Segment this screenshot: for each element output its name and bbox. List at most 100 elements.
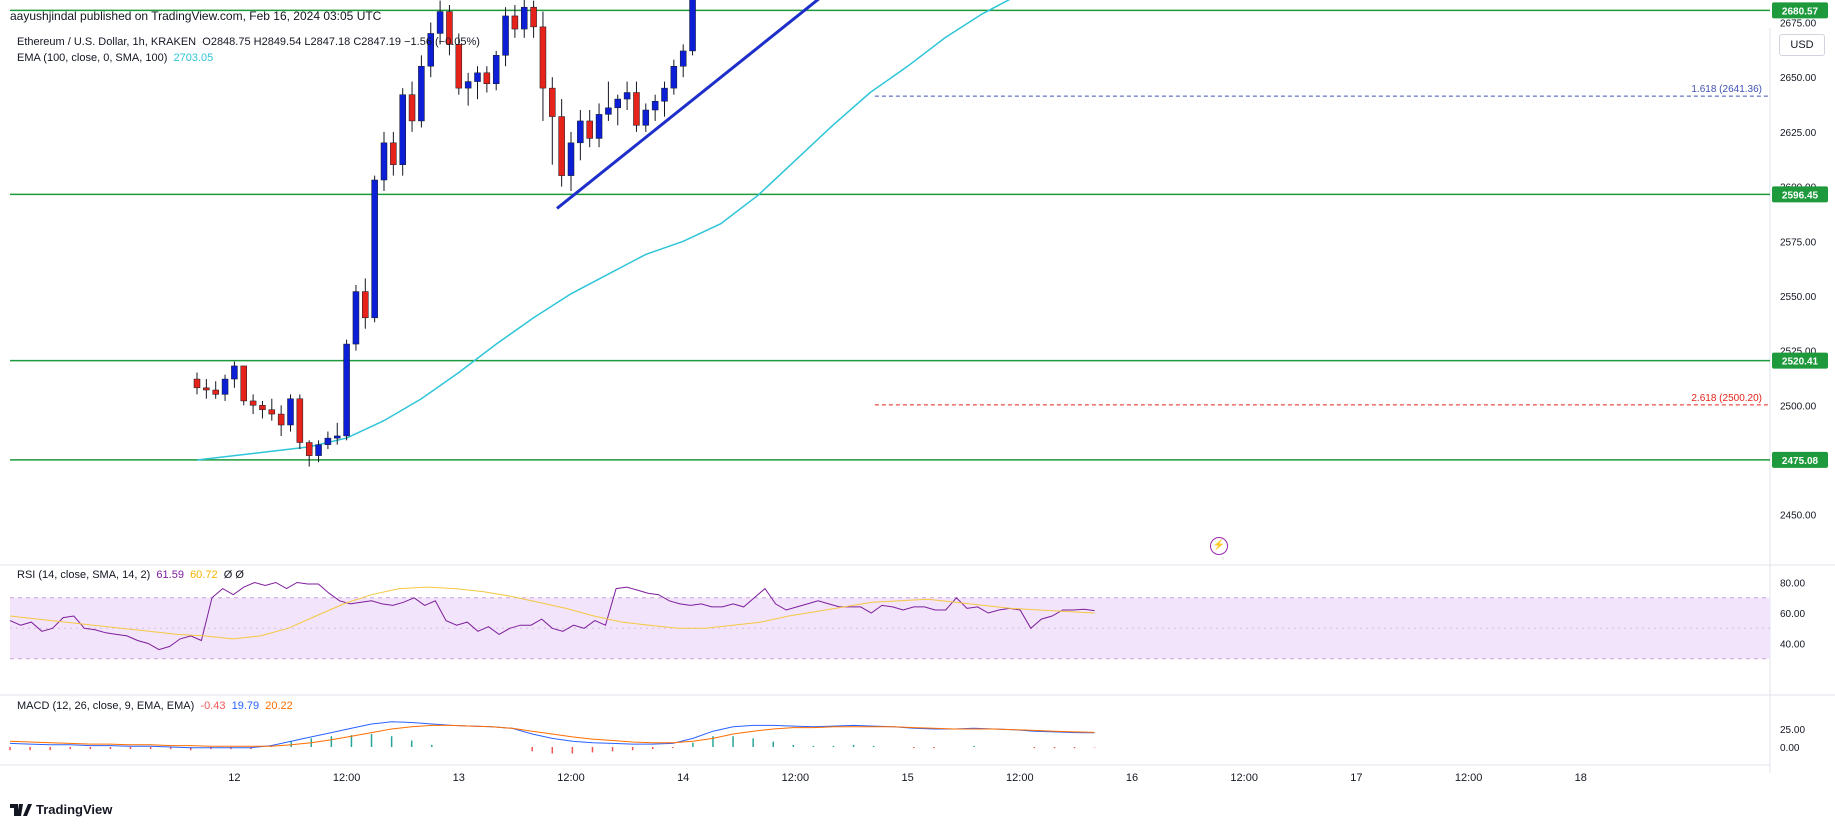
- candle-body: [240, 365, 247, 402]
- candle: [605, 81, 612, 121]
- price-tick-label: 2575.00: [1780, 237, 1817, 248]
- time-tick-label: 16: [1126, 772, 1138, 784]
- level-price-tag: [1772, 352, 1828, 369]
- level-price-label: 2680.57: [1782, 6, 1819, 17]
- candle-body: [558, 116, 565, 176]
- candle-body: [483, 72, 491, 84]
- candle-body: [408, 94, 416, 122]
- candle: [212, 381, 219, 399]
- candle: [577, 110, 584, 161]
- candle: [240, 365, 247, 406]
- candle-body: [427, 33, 434, 67]
- level-price-label: 2596.45: [1782, 190, 1819, 201]
- candle-body: [605, 107, 612, 115]
- lightning-icon[interactable]: ⚡: [1210, 537, 1228, 555]
- candle: [399, 88, 406, 176]
- candle: [259, 400, 266, 419]
- candle-body: [511, 15, 519, 30]
- candle-body: [521, 6, 528, 30]
- candle: [380, 131, 388, 191]
- candle: [492, 50, 500, 91]
- candle-body: [418, 66, 425, 122]
- time-tick-label: 12:00: [1230, 772, 1258, 784]
- candle: [595, 103, 603, 148]
- candle: [436, 0, 444, 45]
- ema-label: EMA (100, close, 0, SMA, 100): [17, 52, 168, 64]
- candle: [455, 33, 463, 95]
- candle-body: [455, 44, 463, 89]
- candle: [287, 394, 294, 432]
- rsi-band: [10, 597, 1770, 659]
- rsi-label: RSI (14, close, SMA, 14, 2): [17, 569, 151, 581]
- candle: [633, 81, 640, 132]
- time-tick-label: 12:00: [1455, 772, 1483, 784]
- candle-body: [315, 444, 322, 456]
- candle-body: [549, 87, 556, 117]
- candle: [334, 422, 341, 445]
- ema-legend[interactable]: EMA (100, close, 0, SMA, 100) 2703.05: [17, 52, 213, 64]
- candle: [464, 72, 472, 106]
- candle-body: [436, 11, 444, 34]
- candle: [296, 394, 304, 450]
- fib-level-label: 2.618 (2500.20): [1691, 393, 1762, 404]
- price-tick-label: 2650.00: [1780, 73, 1817, 84]
- macd-signal-value: 20.22: [265, 700, 293, 712]
- candle-body: [661, 87, 668, 102]
- candle: [203, 379, 210, 399]
- symbol-title[interactable]: Ethereum / U.S. Dollar, 1h, KRAKEN: [17, 36, 197, 48]
- candle: [623, 81, 631, 110]
- macd-tick-label: 0.00: [1780, 743, 1800, 754]
- candle: [549, 77, 556, 165]
- price-tick-label: 2500.00: [1780, 401, 1817, 412]
- rsi-tick-label: 80.00: [1780, 579, 1805, 590]
- rsi-line: [9, 581, 1095, 651]
- candle: [521, 0, 528, 38]
- candle-body: [464, 81, 472, 89]
- time-tick-label: 12:00: [782, 772, 810, 784]
- time-tick-label: 17: [1350, 772, 1362, 784]
- fib-level-label: 1.618 (2641.36): [1691, 84, 1762, 95]
- candle-body: [287, 398, 294, 426]
- macd-label: MACD (12, 26, close, 9, EMA, EMA): [17, 700, 195, 712]
- candle-body: [259, 405, 266, 410]
- candle: [408, 81, 416, 132]
- candle: [418, 55, 425, 128]
- rsi-tick-label: 40.00: [1780, 640, 1805, 651]
- time-tick-label: 13: [453, 772, 465, 784]
- candle-body: [642, 109, 650, 126]
- candle-body: [670, 66, 678, 89]
- candle: [371, 175, 378, 323]
- candle: [268, 398, 276, 421]
- macd-signal-line: [9, 724, 1095, 747]
- tradingview-logo[interactable]: TradingView: [10, 802, 112, 817]
- rsi-ma-line: [9, 586, 1095, 640]
- ema-value: 2703.05: [173, 52, 214, 64]
- candle: [324, 431, 332, 450]
- candle-body: [221, 378, 229, 395]
- ohlc-values: O2848.75 H2849.54 L2847.18 C2847.19 −1.5…: [202, 36, 480, 48]
- candle-body: [539, 26, 547, 89]
- candle: [670, 59, 678, 95]
- level-price-tag: [1772, 451, 1828, 468]
- time-tick-label: 12:00: [557, 772, 585, 784]
- candle: [539, 11, 547, 121]
- time-tick-label: 15: [901, 772, 913, 784]
- candle: [231, 361, 238, 388]
- candle-body: [586, 120, 593, 139]
- macd-tick-label: 25.00: [1780, 725, 1805, 736]
- candle: [614, 94, 621, 126]
- candle-body: [193, 378, 201, 389]
- rsi-legend[interactable]: RSI (14, close, SMA, 14, 2) 61.59 60.72 …: [17, 569, 244, 581]
- candle-body: [371, 179, 378, 319]
- candle: [689, 0, 696, 56]
- candle-body: [231, 365, 238, 380]
- rsi-value: 61.59: [156, 569, 184, 581]
- level-price-label: 2475.08: [1782, 456, 1819, 467]
- currency-button[interactable]: USD: [1779, 34, 1825, 56]
- level-price-tag: [1772, 186, 1828, 203]
- macd-legend[interactable]: MACD (12, 26, close, 9, EMA, EMA) -0.43 …: [17, 700, 293, 712]
- candle: [558, 99, 565, 187]
- candle-body: [399, 94, 406, 165]
- candle-body: [352, 291, 360, 345]
